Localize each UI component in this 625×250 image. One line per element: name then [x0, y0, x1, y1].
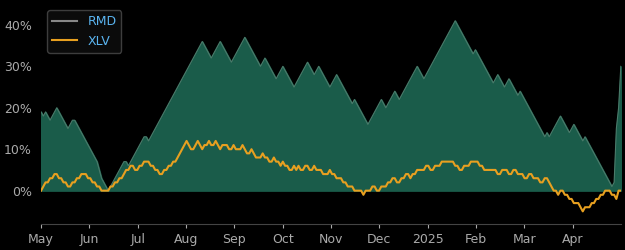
Legend: RMD, XLV: RMD, XLV — [48, 10, 121, 53]
